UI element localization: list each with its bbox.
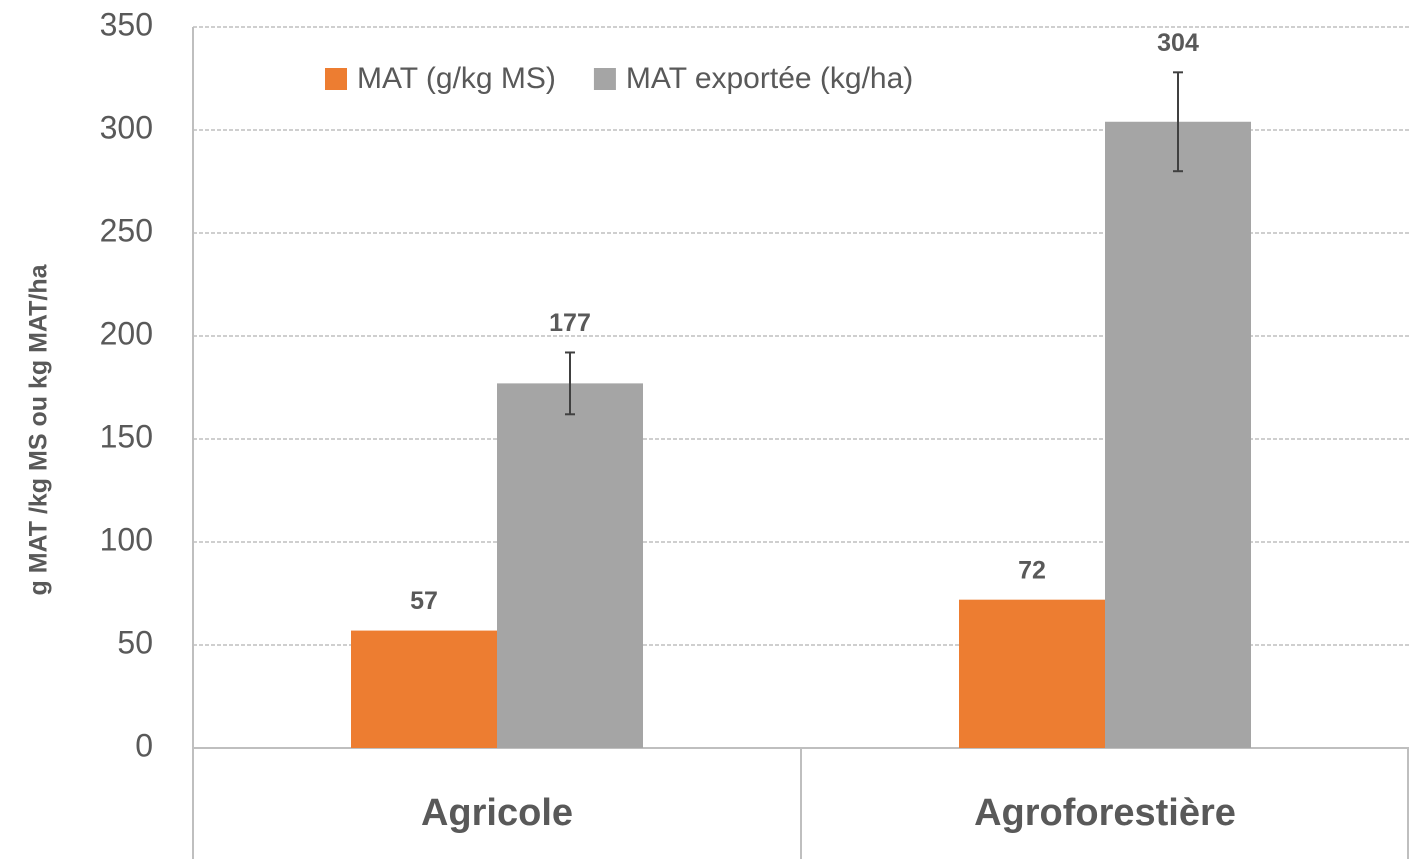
y-tick-label: 0: [135, 727, 153, 763]
bar: [351, 630, 497, 748]
bar: [1105, 121, 1251, 748]
error-bar: [565, 351, 575, 416]
y-axis-label: g MAT /kg MS ou kg MAT/ha: [25, 263, 53, 595]
data-label: 177: [549, 309, 591, 337]
y-tick-label: 250: [100, 212, 153, 248]
legend-swatch: [325, 68, 347, 90]
y-tick-label: 150: [100, 418, 153, 454]
data-label: 304: [1157, 29, 1199, 57]
y-tick-label: 50: [117, 624, 153, 660]
error-bar: [1173, 71, 1183, 173]
legend-label: MAT (g/kg MS): [357, 62, 556, 95]
legend-label: MAT exportée (kg/ha): [626, 62, 913, 95]
data-label: 72: [1018, 556, 1046, 584]
legend-swatch: [593, 68, 616, 90]
bar: [497, 383, 643, 748]
y-tick-label: 200: [100, 315, 153, 351]
y-tick-label: 300: [100, 109, 153, 145]
y-tick-label: 100: [100, 521, 153, 557]
data-label: 57: [410, 587, 438, 615]
x-tick-label: Agroforestière: [974, 792, 1236, 834]
y-tick-label: 350: [100, 6, 153, 42]
x-tick-label: Agricole: [421, 792, 573, 834]
bar: [959, 599, 1105, 748]
